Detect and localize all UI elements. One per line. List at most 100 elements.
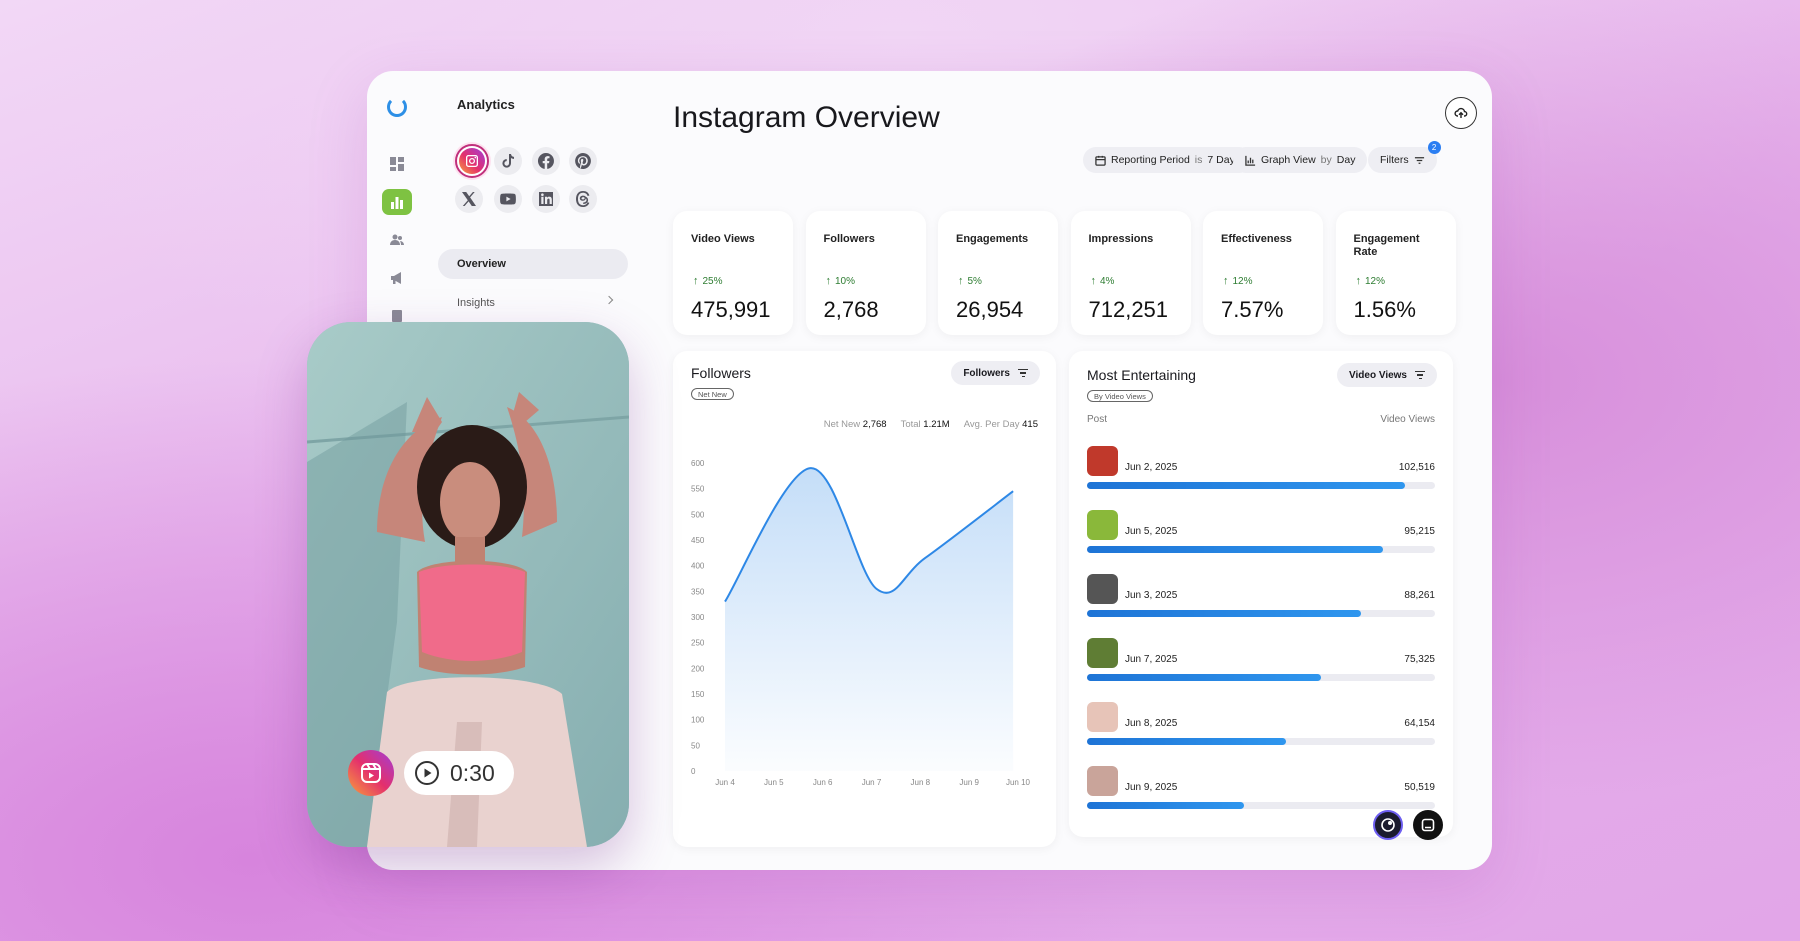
avg-label: Avg. Per Day	[963, 419, 1020, 430]
dashboard-icon[interactable]	[382, 151, 412, 177]
list-item[interactable]: Jun 8, 2025 64,154	[1087, 702, 1435, 750]
views-bar	[1087, 802, 1244, 809]
post-thumbnail	[1087, 638, 1118, 668]
stat-value: 7.57%	[1221, 297, 1284, 322]
stat-change-value: 5%	[967, 275, 982, 287]
total-label: Total	[900, 419, 921, 430]
views-bar-track	[1087, 610, 1435, 617]
platform-linkedin[interactable]	[532, 185, 560, 213]
followers-summary: Net New 2,768 Total 1.21M Avg. Per Day 4…	[824, 419, 1038, 430]
y-tick-label: 50	[691, 741, 700, 750]
post-date: Jun 7, 2025	[1125, 654, 1178, 665]
stat-change: ↑ 4%	[1091, 275, 1115, 287]
list-item[interactable]: Jun 9, 2025 50,519	[1087, 766, 1435, 814]
sidebar-title: Analytics	[457, 97, 515, 112]
avg-summary: Avg. Per Day 415	[964, 419, 1038, 430]
total-summary: Total 1.21M	[901, 419, 950, 430]
calendar-icon	[1095, 155, 1106, 166]
stat-card[interactable]: Impressions ↑ 4% 712,251	[1070, 211, 1191, 335]
list-item[interactable]: Jun 3, 2025 88,261	[1087, 574, 1435, 622]
views-bar-track	[1087, 802, 1435, 809]
reel-duration: 0:30	[450, 759, 495, 786]
icon-rail	[367, 71, 427, 870]
nav-insights[interactable]: Insights	[438, 288, 628, 318]
list-item[interactable]: Jun 7, 2025 75,325	[1087, 638, 1435, 686]
list-item[interactable]: Jun 2, 2025 102,516	[1087, 446, 1435, 494]
stat-change: ↑ 10%	[826, 275, 856, 287]
reporting-value: 7 Days	[1207, 154, 1241, 166]
y-tick-label: 350	[691, 587, 705, 596]
tiktok-icon	[502, 154, 514, 168]
app-logo-icon[interactable]	[387, 97, 407, 117]
followers-line	[724, 467, 1014, 603]
filter-icon	[1415, 371, 1425, 379]
views-bar-track	[1087, 738, 1435, 745]
reporting-period-filter[interactable]: Reporting Period is 7 Days	[1083, 147, 1253, 173]
document-icon[interactable]	[382, 303, 412, 329]
views-bar	[1087, 610, 1362, 617]
stat-card[interactable]: Engagement Rate ↑ 12% 1.56%	[1335, 211, 1456, 335]
followers-metric-button[interactable]: Followers	[951, 361, 1040, 385]
dashboard-window: Analytics Overview Insights Instagram Ov…	[367, 71, 1492, 870]
stat-value: 2,768	[823, 297, 879, 322]
filters-count-badge: 2	[1427, 141, 1441, 154]
upload-cloud-button[interactable]	[1445, 97, 1477, 129]
views-bar	[1087, 738, 1287, 745]
chevron-right-icon	[604, 295, 614, 305]
y-tick-label: 100	[691, 716, 705, 725]
post-date: Jun 8, 2025	[1125, 718, 1178, 729]
nav-overview[interactable]: Overview	[438, 249, 628, 279]
platform-facebook[interactable]	[532, 147, 560, 175]
upload-cloud-icon	[1454, 107, 1468, 118]
platform-x[interactable]	[455, 185, 483, 213]
platform-instagram[interactable]	[455, 144, 489, 178]
stat-label: Video Views	[691, 233, 755, 245]
graph-view-filter[interactable]: Graph View by Day	[1233, 147, 1368, 173]
assistant-button[interactable]	[1373, 810, 1403, 840]
chat-button[interactable]	[1413, 810, 1443, 840]
reel-preview-card[interactable]: 0:30	[307, 322, 629, 847]
arrow-up-icon: ↑	[825, 275, 832, 287]
reel-duration-pill[interactable]: 0:30	[404, 751, 514, 795]
stat-change-value: 10%	[835, 275, 856, 287]
graph-view-label: Graph View	[1261, 154, 1316, 166]
nav-insights-label: Insights	[457, 297, 495, 309]
filters-label: Filters	[1380, 154, 1409, 166]
video-views-column-header: Video Views	[1380, 414, 1435, 425]
list-item[interactable]: Jun 5, 2025 95,215	[1087, 510, 1435, 558]
reels-badge	[348, 750, 394, 796]
stat-change: ↑ 12%	[1223, 275, 1253, 287]
users-icon[interactable]	[382, 227, 412, 253]
video-views-metric-label: Video Views	[1349, 369, 1407, 381]
views-bar	[1087, 482, 1406, 489]
stat-change-value: 12%	[1232, 275, 1253, 287]
platform-pinterest[interactable]	[569, 147, 597, 175]
followers-tag: Net New	[691, 388, 734, 400]
y-tick-label: 500	[691, 510, 705, 519]
post-column-header: Post	[1087, 414, 1108, 425]
total-value: 1.21M	[923, 419, 950, 430]
stat-card[interactable]: Engagements ↑ 5% 26,954	[938, 211, 1058, 335]
y-tick-label: 250	[691, 639, 705, 648]
analytics-icon[interactable]	[382, 189, 412, 215]
platform-threads[interactable]	[569, 185, 597, 213]
post-date: Jun 3, 2025	[1125, 590, 1178, 601]
platform-tiktok[interactable]	[494, 147, 522, 175]
stat-card[interactable]: Video Views ↑ 25% 475,991	[673, 211, 793, 335]
arrow-up-icon: ↑	[693, 275, 699, 287]
stat-card[interactable]: Effectiveness ↑ 12% 7.57%	[1203, 211, 1323, 335]
filters-button[interactable]: Filters 2	[1368, 141, 1441, 173]
platform-youtube[interactable]	[494, 185, 522, 213]
stat-label: Engagements	[956, 233, 1029, 245]
net-new-value: 2,768	[862, 419, 887, 430]
stat-card[interactable]: Followers ↑ 10% 2,768	[805, 211, 926, 335]
megaphone-icon[interactable]	[382, 265, 412, 291]
graph-view-value: Day	[1336, 154, 1356, 166]
video-views-metric-button[interactable]: Video Views	[1337, 363, 1437, 387]
post-thumbnail	[1087, 446, 1118, 476]
x-tick-label: Jun 10	[1006, 778, 1031, 787]
followers-area-chart: 0 50 100 150 200 250 300 350 400 450 500 550 600 Jun …	[691, 459, 1031, 787]
post-views: 75,325	[1404, 654, 1435, 665]
stat-label: Impressions	[1088, 233, 1154, 245]
stat-label: Followers	[823, 233, 875, 245]
